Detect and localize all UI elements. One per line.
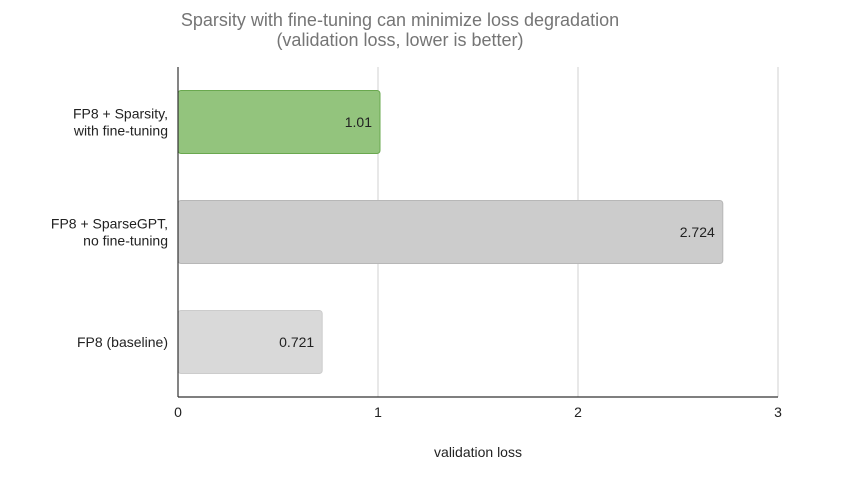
x-tick-label: 3 [774,404,782,420]
category-label: FP8 + SparseGPT, [51,216,168,232]
category-label: with fine-tuning [73,123,168,139]
data-label: 2.724 [680,224,715,240]
category-label: no fine-tuning [83,233,168,249]
category-label: FP8 (baseline) [77,334,168,350]
bar [177,200,724,264]
x-tick-label: 2 [574,404,582,420]
x-axis-title: validation loss [434,444,522,460]
chart-subtitle: (validation loss, lower is better) [276,30,524,50]
x-tick-label: 1 [374,404,382,420]
chart-title: Sparsity with fine-tuning can minimize l… [180,10,620,30]
data-label: 1.01 [345,114,372,130]
x-tick-label: 0 [174,404,182,420]
category-label: FP8 + Sparsity, [73,106,168,122]
data-label: 0.721 [279,334,314,350]
